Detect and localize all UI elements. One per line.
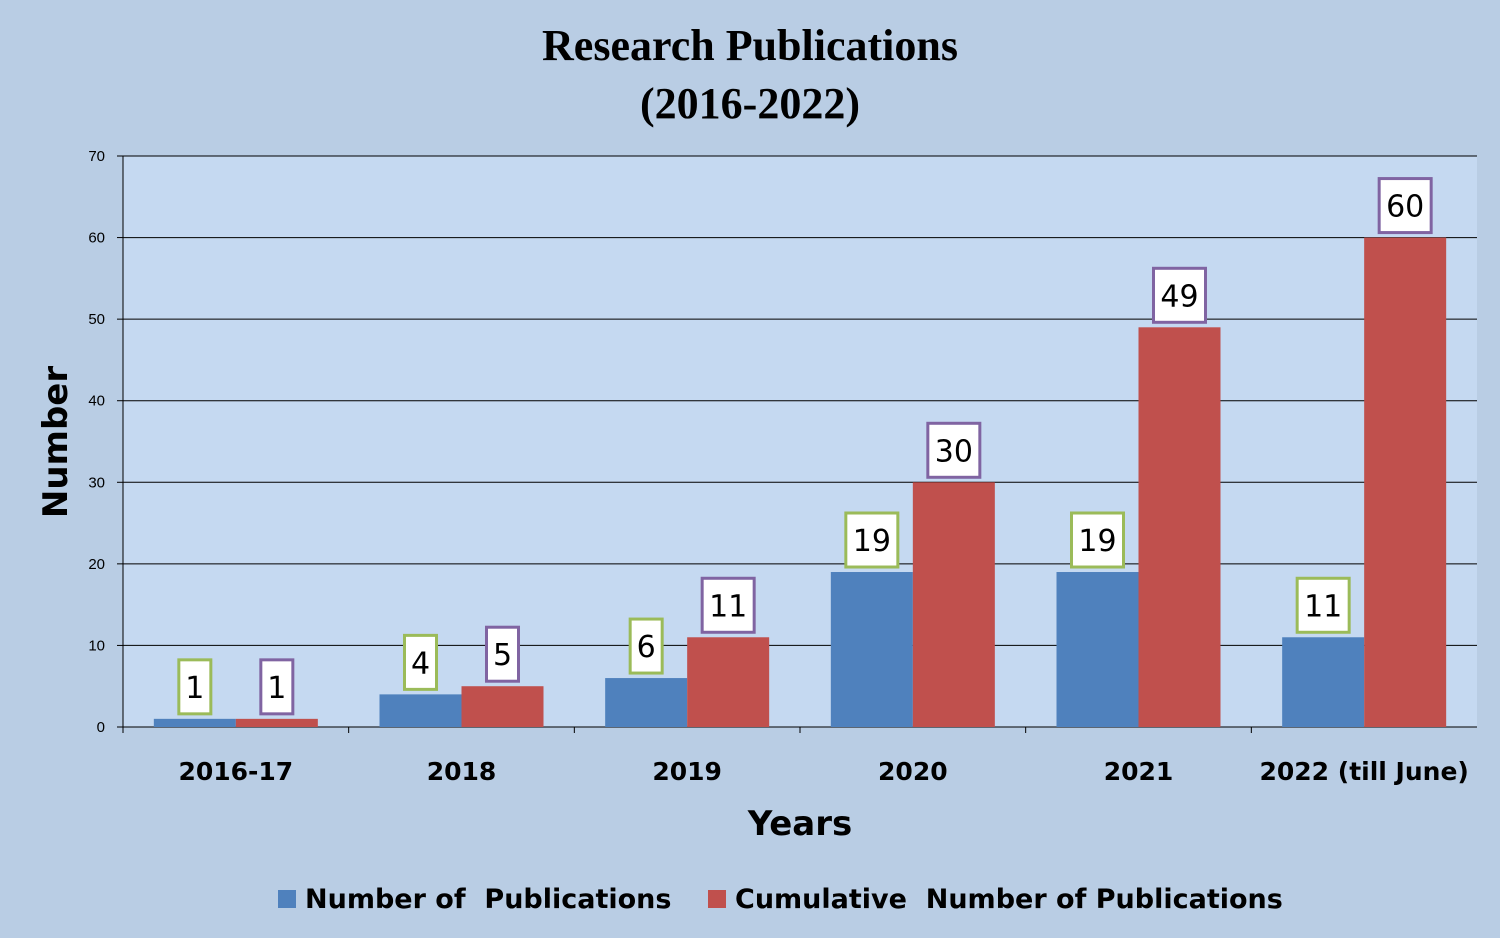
data-label-box bbox=[177, 658, 213, 716]
data-label-box bbox=[1152, 266, 1207, 324]
data-label: 6 bbox=[637, 630, 656, 665]
y-tick-label: 40 bbox=[88, 393, 105, 410]
data-label: 11 bbox=[709, 589, 747, 624]
data-label: 19 bbox=[1078, 524, 1116, 559]
bar bbox=[1364, 237, 1447, 728]
x-tick-label: 2018 bbox=[427, 757, 497, 786]
legend-label: Cumulative Number of Publications bbox=[735, 884, 1283, 915]
data-label: 30 bbox=[935, 434, 973, 469]
x-tick-label: 2016-17 bbox=[178, 757, 293, 786]
data-label-box bbox=[1377, 177, 1433, 235]
data-label-box bbox=[628, 617, 664, 675]
x-axis-title: Years bbox=[747, 804, 853, 844]
legend-swatch bbox=[708, 890, 726, 908]
chart-title: Research Publications bbox=[542, 21, 958, 70]
bar bbox=[235, 718, 318, 727]
bar bbox=[912, 482, 995, 727]
x-tick-label: 2022 (till June) bbox=[1259, 757, 1468, 786]
bar bbox=[1282, 637, 1365, 727]
y-tick-label: 0 bbox=[97, 719, 105, 736]
y-axis-title: Number bbox=[36, 366, 76, 518]
data-label: 4 bbox=[411, 646, 430, 681]
y-tick-label: 70 bbox=[88, 148, 105, 165]
chart-subtitle: (2016-2022) bbox=[640, 79, 860, 128]
data-label-box bbox=[926, 421, 982, 479]
legend-label: Number of Publications bbox=[305, 884, 671, 915]
plot-area bbox=[123, 156, 1477, 727]
data-label: 1 bbox=[267, 671, 286, 706]
y-tick-label: 10 bbox=[88, 637, 105, 654]
bar bbox=[379, 694, 462, 727]
x-tick-label: 2019 bbox=[652, 757, 722, 786]
y-tick-label: 60 bbox=[88, 230, 105, 247]
data-label-box bbox=[259, 658, 295, 716]
data-label-box bbox=[1070, 511, 1125, 569]
data-label-box bbox=[1295, 576, 1351, 634]
bar bbox=[830, 572, 913, 727]
x-tick-label: 2020 bbox=[878, 757, 948, 786]
data-label: 1 bbox=[185, 671, 204, 706]
data-label-box bbox=[403, 633, 438, 691]
data-label: 60 bbox=[1386, 190, 1424, 225]
x-tick-label: 2021 bbox=[1104, 757, 1174, 786]
data-label-box bbox=[485, 625, 520, 683]
bar bbox=[461, 686, 544, 727]
data-label: 11 bbox=[1304, 589, 1342, 624]
y-tick-label: 50 bbox=[88, 311, 105, 328]
legend-swatch bbox=[278, 890, 296, 908]
y-tick-label: 30 bbox=[88, 474, 105, 491]
data-label-box bbox=[700, 576, 756, 634]
bar bbox=[687, 637, 770, 727]
y-tick-label: 20 bbox=[88, 556, 105, 573]
data-label: 49 bbox=[1160, 279, 1198, 314]
data-label: 19 bbox=[853, 524, 891, 559]
bar bbox=[1138, 327, 1221, 727]
bar bbox=[1056, 572, 1139, 727]
bar bbox=[153, 718, 236, 727]
data-label-box bbox=[844, 511, 900, 569]
bar bbox=[605, 678, 688, 727]
data-label: 5 bbox=[493, 638, 512, 673]
